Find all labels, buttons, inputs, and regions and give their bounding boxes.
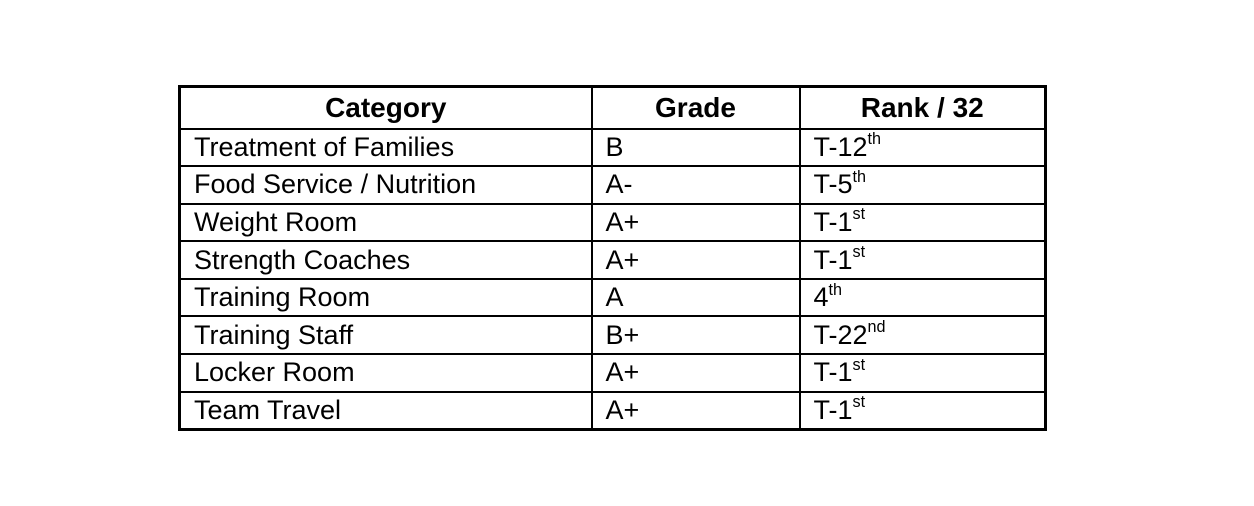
category-cell: Strength Coaches: [178, 240, 593, 280]
table-row: Locker Room A+ T-1st: [178, 353, 1047, 393]
grade-cell: A+: [590, 202, 801, 243]
rank-cell: T-5th: [798, 165, 1047, 205]
category-cell: Treatment of Families: [178, 127, 593, 168]
rank-cell: T-1st: [798, 390, 1047, 431]
grade-cell: A: [590, 277, 801, 318]
rank-cell: T-1st: [798, 240, 1047, 280]
category-cell: Training Room: [178, 277, 593, 318]
table-row: Training Room A 4th: [178, 277, 1047, 318]
rank-ordinal-suffix: th: [867, 130, 882, 149]
category-cell: Weight Room: [178, 202, 593, 243]
category-cell: Locker Room: [178, 353, 593, 393]
rank-cell: T-1st: [798, 353, 1047, 393]
grades-table: Category Grade Rank / 32 Treatment of Fa…: [178, 85, 1047, 431]
rank-cell: 4th: [798, 277, 1047, 318]
table-row: Food Service / Nutrition A- T-5th: [178, 165, 1047, 205]
table-header-row: Category Grade Rank / 32: [178, 85, 1047, 130]
column-header-rank: Rank / 32: [798, 85, 1047, 130]
rank-value: T-1: [813, 206, 853, 237]
rank-value: T-5: [813, 169, 853, 200]
table-row: Training Staff B+ T-22nd: [178, 315, 1047, 356]
rank-ordinal-suffix: st: [852, 393, 866, 412]
table-row: Weight Room A+ T-1st: [178, 202, 1047, 243]
rank-cell: T-22nd: [798, 315, 1047, 356]
grade-cell: A-: [590, 165, 801, 205]
category-cell: Food Service / Nutrition: [178, 165, 593, 205]
grade-cell: A+: [590, 353, 801, 393]
table-row: Treatment of Families B T-12th: [178, 127, 1047, 168]
rank-ordinal-suffix: st: [852, 355, 866, 374]
table-row: Strength Coaches A+ T-1st: [178, 240, 1047, 280]
rank-ordinal-suffix: nd: [867, 318, 886, 337]
category-cell: Training Staff: [178, 315, 593, 356]
column-header-category: Category: [178, 85, 593, 130]
rank-ordinal-suffix: th: [852, 167, 867, 186]
grade-cell: B: [590, 127, 801, 168]
rank-value: T-22: [813, 319, 868, 350]
rank-value: T-1: [813, 244, 853, 275]
grade-cell: A+: [590, 390, 801, 431]
rank-value: T-1: [813, 357, 853, 388]
rank-cell: T-12th: [798, 127, 1047, 168]
column-header-grade: Grade: [590, 85, 801, 130]
rank-ordinal-suffix: st: [852, 205, 866, 224]
rank-value: T-12: [813, 131, 868, 162]
rank-value: T-1: [813, 394, 853, 425]
grade-cell: B+: [590, 315, 801, 356]
category-cell: Team Travel: [178, 390, 593, 431]
rank-ordinal-suffix: th: [828, 280, 843, 299]
grade-cell: A+: [590, 240, 801, 280]
table-row: Team Travel A+ T-1st: [178, 390, 1047, 431]
rank-value: 4: [813, 282, 829, 313]
rank-cell: T-1st: [798, 202, 1047, 243]
rank-ordinal-suffix: st: [852, 242, 866, 261]
